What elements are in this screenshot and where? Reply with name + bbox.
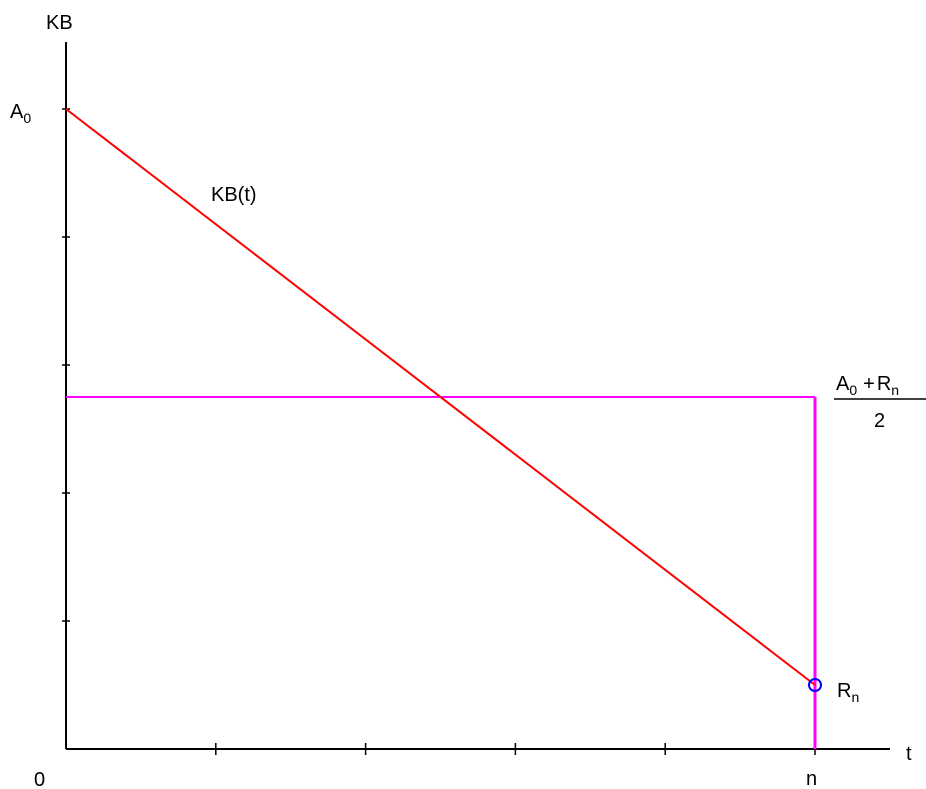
series-label-kb: KB(t): [211, 184, 257, 206]
end-point-label-sub: n: [851, 689, 859, 705]
end-point-marker: [808, 678, 822, 692]
average-formula-denominator: 2: [874, 410, 885, 432]
end-point-label-base: R: [837, 680, 851, 702]
avg-num-a: A: [836, 373, 850, 395]
avg-num-a-sub: 0: [849, 382, 857, 398]
y-axis-label: KB: [46, 12, 73, 34]
axes: [62, 42, 890, 755]
end-point-label: Rn: [837, 680, 859, 705]
average-formula-numerator: A0 + Rn: [836, 373, 899, 398]
y-tick-label-a0-sub: 0: [23, 110, 31, 126]
x-tick-label-0: 0: [34, 769, 45, 789]
series-line-kb: [65, 108, 816, 686]
avg-num-b-sub: n: [891, 382, 899, 398]
average-reference-lines: [66, 396, 817, 749]
x-axis-label: t: [906, 743, 912, 765]
y-tick-label-a0: A0: [10, 101, 31, 126]
avg-num-op: +: [863, 373, 875, 395]
avg-num-b: R: [877, 373, 891, 395]
x-tick-label-n: n: [806, 768, 817, 789]
y-tick-label-a0-base: A: [10, 101, 24, 123]
average-formula: A0 + Rn 2: [834, 373, 926, 432]
